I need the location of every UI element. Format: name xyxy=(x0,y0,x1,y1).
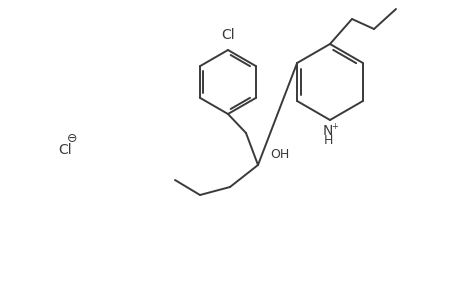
Text: +: + xyxy=(331,122,338,131)
Text: ⊖: ⊖ xyxy=(67,131,77,145)
Text: H: H xyxy=(323,134,332,147)
Text: Cl: Cl xyxy=(58,143,72,157)
Text: N: N xyxy=(322,124,332,138)
Text: OH: OH xyxy=(269,148,289,161)
Text: Cl: Cl xyxy=(221,28,234,42)
